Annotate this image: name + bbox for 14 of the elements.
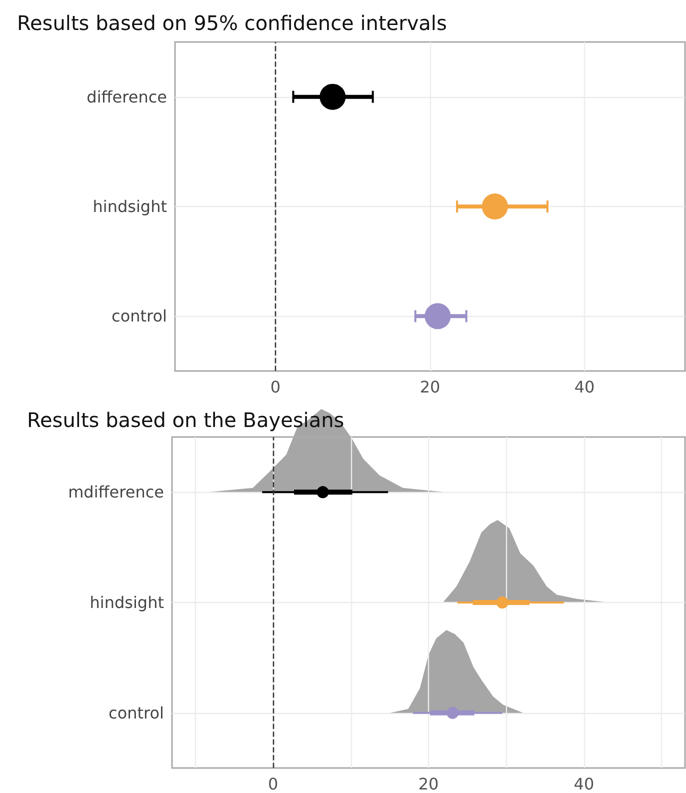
y-tick-label: hindsight bbox=[90, 593, 164, 612]
x-tick-label: 0 bbox=[268, 774, 278, 793]
chart-title: Results based on the Bayesians bbox=[27, 408, 344, 432]
y-tick-label: mdifference bbox=[68, 482, 164, 502]
x-tick-label: 20 bbox=[420, 378, 440, 396]
y-tick-label: control bbox=[112, 306, 167, 326]
y-tick-label: hindsight bbox=[92, 197, 167, 216]
x-tick-label: 0 bbox=[270, 378, 281, 396]
chart-title: Results based on 95% confidence intervals bbox=[17, 11, 447, 35]
x-tick-label: 40 bbox=[574, 774, 594, 793]
y-tick-label: difference bbox=[86, 87, 167, 106]
x-tick-label: 40 bbox=[574, 378, 595, 396]
x-tick-label: 20 bbox=[418, 774, 439, 793]
y-tick-label: control bbox=[108, 703, 164, 722]
